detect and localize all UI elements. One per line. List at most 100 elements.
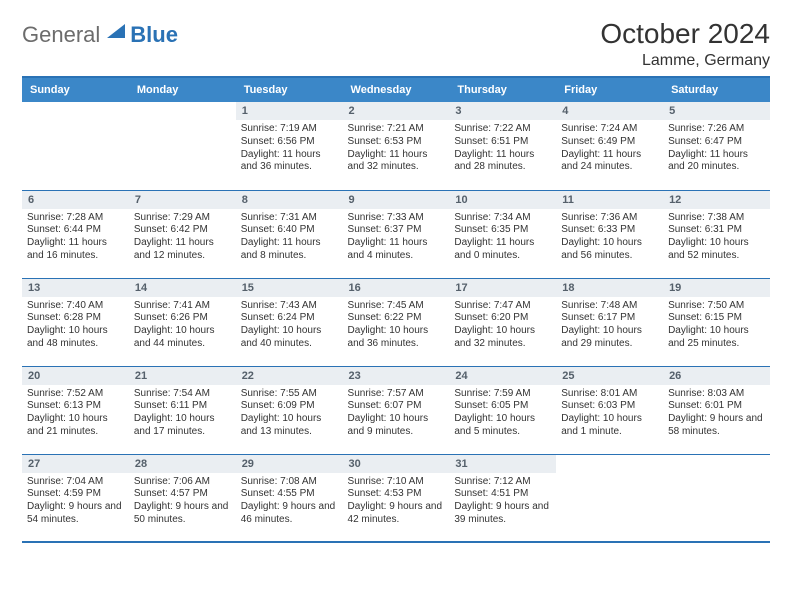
sunset-line: Sunset: 6:03 PM bbox=[561, 400, 658, 413]
sunset-line: Sunset: 6:51 PM bbox=[454, 136, 551, 149]
daylight-line: Daylight: 11 hours and 8 minutes. bbox=[241, 237, 338, 263]
daylight-line: Daylight: 9 hours and 39 minutes. bbox=[454, 501, 551, 527]
day-cell: 24Sunrise: 7:59 AMSunset: 6:05 PMDayligh… bbox=[449, 366, 556, 454]
sunset-line: Sunset: 6:09 PM bbox=[241, 400, 338, 413]
day-cell: 11Sunrise: 7:36 AMSunset: 6:33 PMDayligh… bbox=[556, 190, 663, 278]
daylight-line: Daylight: 11 hours and 28 minutes. bbox=[454, 149, 551, 175]
day-number: 27 bbox=[22, 455, 129, 473]
day-number: 14 bbox=[129, 279, 236, 297]
day-details: Sunrise: 7:04 AMSunset: 4:59 PMDaylight:… bbox=[22, 473, 129, 529]
sunrise-line: Sunrise: 7:40 AM bbox=[27, 300, 124, 313]
sunrise-line: Sunrise: 8:03 AM bbox=[668, 388, 765, 401]
day-details: Sunrise: 7:12 AMSunset: 4:51 PMDaylight:… bbox=[449, 473, 556, 529]
sunrise-line: Sunrise: 7:12 AM bbox=[454, 476, 551, 489]
day-cell: 14Sunrise: 7:41 AMSunset: 6:26 PMDayligh… bbox=[129, 278, 236, 366]
day-details: Sunrise: 7:48 AMSunset: 6:17 PMDaylight:… bbox=[556, 297, 663, 353]
calendar-table: SundayMondayTuesdayWednesdayThursdayFrid… bbox=[22, 76, 770, 543]
day-details: Sunrise: 7:43 AMSunset: 6:24 PMDaylight:… bbox=[236, 297, 343, 353]
sunset-line: Sunset: 6:24 PM bbox=[241, 312, 338, 325]
day-cell: 9Sunrise: 7:33 AMSunset: 6:37 PMDaylight… bbox=[343, 190, 450, 278]
day-details: Sunrise: 7:40 AMSunset: 6:28 PMDaylight:… bbox=[22, 297, 129, 353]
daylight-line: Daylight: 10 hours and 29 minutes. bbox=[561, 325, 658, 351]
day-details: Sunrise: 7:54 AMSunset: 6:11 PMDaylight:… bbox=[129, 385, 236, 441]
day-number: 19 bbox=[663, 279, 770, 297]
daylight-line: Daylight: 10 hours and 9 minutes. bbox=[348, 413, 445, 439]
day-cell: 13Sunrise: 7:40 AMSunset: 6:28 PMDayligh… bbox=[22, 278, 129, 366]
day-cell: 3Sunrise: 7:22 AMSunset: 6:51 PMDaylight… bbox=[449, 102, 556, 190]
daylight-line: Daylight: 11 hours and 24 minutes. bbox=[561, 149, 658, 175]
daylight-line: Daylight: 9 hours and 54 minutes. bbox=[27, 501, 124, 527]
sunrise-line: Sunrise: 7:59 AM bbox=[454, 388, 551, 401]
daylight-line: Daylight: 10 hours and 36 minutes. bbox=[348, 325, 445, 351]
day-cell bbox=[22, 102, 129, 190]
day-number: 10 bbox=[449, 191, 556, 209]
day-details: Sunrise: 7:55 AMSunset: 6:09 PMDaylight:… bbox=[236, 385, 343, 441]
logo-text-general: General bbox=[22, 22, 100, 48]
day-cell: 6Sunrise: 7:28 AMSunset: 6:44 PMDaylight… bbox=[22, 190, 129, 278]
week-row: 1Sunrise: 7:19 AMSunset: 6:56 PMDaylight… bbox=[22, 102, 770, 190]
sunrise-line: Sunrise: 7:47 AM bbox=[454, 300, 551, 313]
header-row: General Blue October 2024 Lamme, Germany bbox=[22, 18, 770, 70]
day-cell: 30Sunrise: 7:10 AMSunset: 4:53 PMDayligh… bbox=[343, 454, 450, 542]
day-number: 12 bbox=[663, 191, 770, 209]
sunset-line: Sunset: 6:33 PM bbox=[561, 224, 658, 237]
daylight-line: Daylight: 10 hours and 32 minutes. bbox=[454, 325, 551, 351]
sunrise-line: Sunrise: 7:45 AM bbox=[348, 300, 445, 313]
day-details: Sunrise: 7:38 AMSunset: 6:31 PMDaylight:… bbox=[663, 209, 770, 265]
day-details: Sunrise: 7:47 AMSunset: 6:20 PMDaylight:… bbox=[449, 297, 556, 353]
day-cell: 19Sunrise: 7:50 AMSunset: 6:15 PMDayligh… bbox=[663, 278, 770, 366]
day-number: 9 bbox=[343, 191, 450, 209]
day-number: 2 bbox=[343, 102, 450, 120]
week-row: 27Sunrise: 7:04 AMSunset: 4:59 PMDayligh… bbox=[22, 454, 770, 542]
week-row: 20Sunrise: 7:52 AMSunset: 6:13 PMDayligh… bbox=[22, 366, 770, 454]
day-number: 18 bbox=[556, 279, 663, 297]
sunrise-line: Sunrise: 7:22 AM bbox=[454, 123, 551, 136]
sunset-line: Sunset: 6:07 PM bbox=[348, 400, 445, 413]
day-details: Sunrise: 7:22 AMSunset: 6:51 PMDaylight:… bbox=[449, 120, 556, 176]
day-cell bbox=[556, 454, 663, 542]
day-details: Sunrise: 7:45 AMSunset: 6:22 PMDaylight:… bbox=[343, 297, 450, 353]
daylight-line: Daylight: 11 hours and 32 minutes. bbox=[348, 149, 445, 175]
day-number: 6 bbox=[22, 191, 129, 209]
sunset-line: Sunset: 6:35 PM bbox=[454, 224, 551, 237]
day-number: 22 bbox=[236, 367, 343, 385]
day-details: Sunrise: 7:57 AMSunset: 6:07 PMDaylight:… bbox=[343, 385, 450, 441]
daylight-line: Daylight: 10 hours and 25 minutes. bbox=[668, 325, 765, 351]
day-cell: 12Sunrise: 7:38 AMSunset: 6:31 PMDayligh… bbox=[663, 190, 770, 278]
day-header: Thursday bbox=[449, 77, 556, 102]
daylight-line: Daylight: 10 hours and 56 minutes. bbox=[561, 237, 658, 263]
sunset-line: Sunset: 6:28 PM bbox=[27, 312, 124, 325]
sunrise-line: Sunrise: 7:29 AM bbox=[134, 212, 231, 225]
daylight-line: Daylight: 11 hours and 16 minutes. bbox=[27, 237, 124, 263]
sunset-line: Sunset: 6:42 PM bbox=[134, 224, 231, 237]
day-header-row: SundayMondayTuesdayWednesdayThursdayFrid… bbox=[22, 77, 770, 102]
day-cell: 8Sunrise: 7:31 AMSunset: 6:40 PMDaylight… bbox=[236, 190, 343, 278]
daylight-line: Daylight: 9 hours and 46 minutes. bbox=[241, 501, 338, 527]
daylight-line: Daylight: 11 hours and 4 minutes. bbox=[348, 237, 445, 263]
daylight-line: Daylight: 10 hours and 17 minutes. bbox=[134, 413, 231, 439]
day-number: 16 bbox=[343, 279, 450, 297]
sunset-line: Sunset: 4:57 PM bbox=[134, 488, 231, 501]
sunrise-line: Sunrise: 7:34 AM bbox=[454, 212, 551, 225]
day-header: Tuesday bbox=[236, 77, 343, 102]
day-details: Sunrise: 7:59 AMSunset: 6:05 PMDaylight:… bbox=[449, 385, 556, 441]
sunset-line: Sunset: 6:26 PM bbox=[134, 312, 231, 325]
sunrise-line: Sunrise: 7:28 AM bbox=[27, 212, 124, 225]
sunrise-line: Sunrise: 7:41 AM bbox=[134, 300, 231, 313]
day-details: Sunrise: 7:34 AMSunset: 6:35 PMDaylight:… bbox=[449, 209, 556, 265]
day-number: 1 bbox=[236, 102, 343, 120]
daylight-line: Daylight: 11 hours and 12 minutes. bbox=[134, 237, 231, 263]
day-cell: 29Sunrise: 7:08 AMSunset: 4:55 PMDayligh… bbox=[236, 454, 343, 542]
day-cell: 4Sunrise: 7:24 AMSunset: 6:49 PMDaylight… bbox=[556, 102, 663, 190]
sunrise-line: Sunrise: 7:06 AM bbox=[134, 476, 231, 489]
daylight-line: Daylight: 10 hours and 5 minutes. bbox=[454, 413, 551, 439]
day-details: Sunrise: 7:24 AMSunset: 6:49 PMDaylight:… bbox=[556, 120, 663, 176]
sunset-line: Sunset: 6:56 PM bbox=[241, 136, 338, 149]
sunrise-line: Sunrise: 7:08 AM bbox=[241, 476, 338, 489]
day-number: 5 bbox=[663, 102, 770, 120]
day-number: 7 bbox=[129, 191, 236, 209]
day-number: 31 bbox=[449, 455, 556, 473]
day-details: Sunrise: 7:06 AMSunset: 4:57 PMDaylight:… bbox=[129, 473, 236, 529]
day-cell: 1Sunrise: 7:19 AMSunset: 6:56 PMDaylight… bbox=[236, 102, 343, 190]
day-header: Saturday bbox=[663, 77, 770, 102]
